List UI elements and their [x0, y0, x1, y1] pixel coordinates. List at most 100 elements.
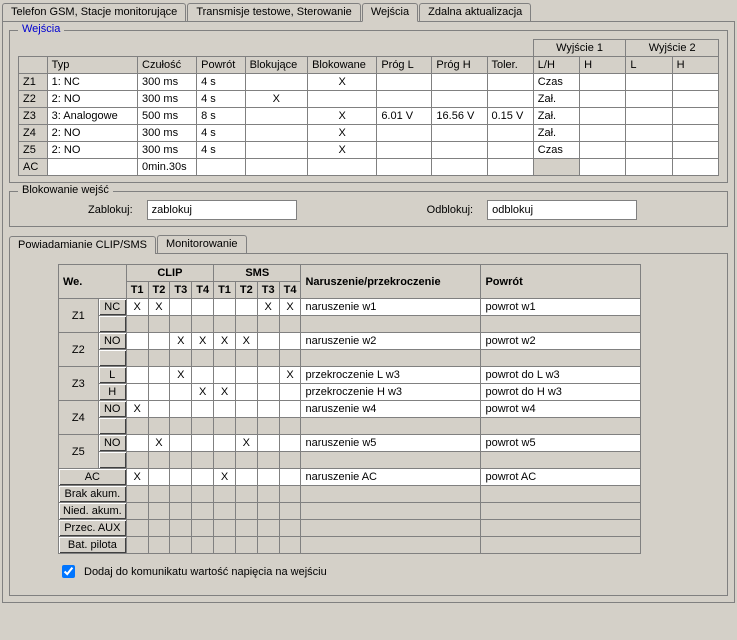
- inputs-cell[interactable]: 0min.30s: [138, 159, 197, 176]
- inputs-cell[interactable]: 4 s: [197, 142, 245, 159]
- inputs-cell[interactable]: 8 s: [197, 108, 245, 125]
- extra-row-button[interactable]: Bat. pilota: [59, 537, 127, 554]
- t-cell[interactable]: X: [170, 333, 192, 350]
- inputs-cell[interactable]: X: [308, 125, 377, 142]
- t-cell[interactable]: [126, 384, 148, 401]
- inputs-cell[interactable]: [432, 91, 487, 108]
- inputs-table[interactable]: Wyjście 1 Wyjście 2 TypCzułośćPowrótBlok…: [18, 39, 719, 176]
- return-cell[interactable]: powrot w1: [481, 299, 641, 316]
- violation-cell[interactable]: przekroczenie H w3: [301, 384, 481, 401]
- t-cell[interactable]: [170, 469, 192, 486]
- inputs-cell[interactable]: [432, 159, 487, 176]
- inputs-cell[interactable]: [432, 142, 487, 159]
- violation-cell[interactable]: przekroczenie L w3: [301, 367, 481, 384]
- inputs-cell[interactable]: 2: NO: [47, 142, 137, 159]
- t-cell[interactable]: [235, 384, 257, 401]
- zone-sub-button[interactable]: NO: [98, 333, 126, 350]
- t-cell[interactable]: [170, 401, 192, 418]
- inputs-cell[interactable]: X: [308, 142, 377, 159]
- t-cell[interactable]: X: [170, 367, 192, 384]
- inputs-cell[interactable]: [626, 159, 672, 176]
- inputs-cell[interactable]: [377, 159, 432, 176]
- t-cell[interactable]: X: [148, 299, 170, 316]
- t-cell[interactable]: X: [279, 299, 301, 316]
- t-cell[interactable]: X: [235, 333, 257, 350]
- return-cell[interactable]: powrot w5: [481, 435, 641, 452]
- clipsms-table[interactable]: We. CLIP SMS Naruszenie/przekroczenie Po…: [58, 264, 641, 554]
- tab-remote-update[interactable]: Zdalna aktualizacja: [419, 3, 531, 21]
- t-cell[interactable]: [279, 384, 301, 401]
- inputs-cell[interactable]: [580, 108, 626, 125]
- t-cell[interactable]: [279, 401, 301, 418]
- inputs-cell[interactable]: [47, 159, 137, 176]
- inputs-cell[interactable]: Zał.: [533, 91, 579, 108]
- inputs-cell[interactable]: Z3: [19, 108, 48, 125]
- t-cell[interactable]: [214, 299, 236, 316]
- inputs-cell[interactable]: Z2: [19, 91, 48, 108]
- return-cell[interactable]: powrot AC: [481, 469, 641, 486]
- violation-cell[interactable]: naruszenie w4: [301, 401, 481, 418]
- voltage-checkbox[interactable]: [62, 565, 75, 578]
- inputs-cell[interactable]: [626, 125, 672, 142]
- inputs-cell[interactable]: [580, 159, 626, 176]
- t-cell[interactable]: [235, 469, 257, 486]
- zone-sub-blank[interactable]: [98, 350, 126, 367]
- t-cell[interactable]: [126, 367, 148, 384]
- inputs-cell[interactable]: 1: NC: [47, 74, 137, 91]
- zone-sub-blank[interactable]: [98, 316, 126, 333]
- extra-row-button[interactable]: Nied. akum.: [59, 503, 127, 520]
- t-cell[interactable]: [235, 367, 257, 384]
- t-cell[interactable]: [257, 367, 279, 384]
- inputs-cell[interactable]: [197, 159, 245, 176]
- inputs-cell[interactable]: [308, 91, 377, 108]
- extra-row-button[interactable]: Przec. AUX: [59, 520, 127, 537]
- t-cell[interactable]: X: [214, 384, 236, 401]
- t-cell[interactable]: X: [126, 299, 148, 316]
- violation-cell[interactable]: naruszenie AC: [301, 469, 481, 486]
- inputs-cell[interactable]: 4 s: [197, 125, 245, 142]
- t-cell[interactable]: [148, 367, 170, 384]
- return-cell[interactable]: powrot do L w3: [481, 367, 641, 384]
- t-cell[interactable]: [148, 401, 170, 418]
- inputs-cell[interactable]: 500 ms: [138, 108, 197, 125]
- inputs-cell[interactable]: [626, 108, 672, 125]
- inputs-cell[interactable]: [672, 159, 718, 176]
- inputs-cell[interactable]: [626, 91, 672, 108]
- zone-sub-button[interactable]: NO: [98, 435, 126, 452]
- t-cell[interactable]: [257, 384, 279, 401]
- inputs-cell[interactable]: AC: [19, 159, 48, 176]
- inputs-cell[interactable]: X: [245, 91, 307, 108]
- inputs-cell[interactable]: Zał.: [533, 125, 579, 142]
- t-cell[interactable]: [214, 367, 236, 384]
- t-cell[interactable]: X: [214, 333, 236, 350]
- inputs-cell[interactable]: Czas: [533, 74, 579, 91]
- inputs-cell[interactable]: [626, 142, 672, 159]
- t-cell[interactable]: [192, 469, 214, 486]
- inputs-cell[interactable]: 6.01 V: [377, 108, 432, 125]
- inputs-cell[interactable]: [432, 125, 487, 142]
- t-cell[interactable]: [126, 333, 148, 350]
- inputs-cell[interactable]: 3: Analogowe: [47, 108, 137, 125]
- unlock-input[interactable]: [487, 200, 637, 220]
- inputs-cell[interactable]: [580, 91, 626, 108]
- inputs-cell[interactable]: 300 ms: [138, 125, 197, 142]
- t-cell[interactable]: [235, 401, 257, 418]
- t-cell[interactable]: X: [192, 333, 214, 350]
- t-cell[interactable]: [192, 299, 214, 316]
- zone-sub-button[interactable]: NO: [98, 401, 126, 418]
- t-cell[interactable]: X: [126, 401, 148, 418]
- t-cell[interactable]: X: [214, 469, 236, 486]
- t-cell[interactable]: [214, 401, 236, 418]
- inputs-cell[interactable]: 2: NO: [47, 125, 137, 142]
- inputs-cell[interactable]: [626, 74, 672, 91]
- inputs-cell[interactable]: [487, 91, 533, 108]
- t-cell[interactable]: [257, 469, 279, 486]
- inputs-cell[interactable]: [580, 74, 626, 91]
- inputs-cell[interactable]: [377, 125, 432, 142]
- inputs-cell[interactable]: [432, 74, 487, 91]
- zone-sub-blank[interactable]: [98, 452, 126, 469]
- inputs-cell[interactable]: 4 s: [197, 74, 245, 91]
- inputs-cell[interactable]: X: [308, 108, 377, 125]
- t-cell[interactable]: X: [279, 367, 301, 384]
- inputs-cell[interactable]: [377, 91, 432, 108]
